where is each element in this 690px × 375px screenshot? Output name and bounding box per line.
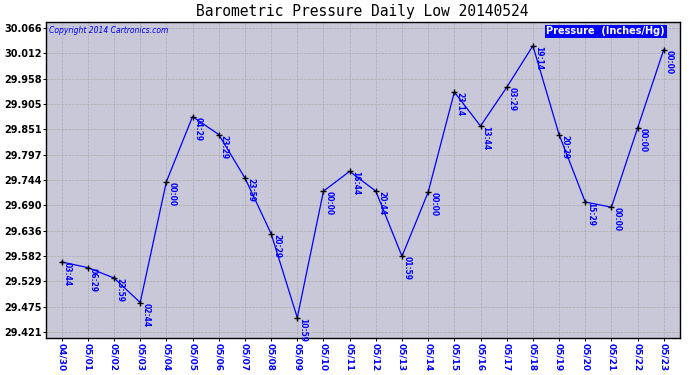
Text: 10:59: 10:59 (298, 318, 307, 342)
Text: 02:44: 02:44 (141, 303, 150, 327)
Text: 15:29: 15:29 (586, 202, 595, 226)
Text: 00:00: 00:00 (613, 207, 622, 231)
Text: 03:44: 03:44 (63, 262, 72, 286)
Text: 20:44: 20:44 (377, 191, 386, 215)
Text: 06:29: 06:29 (89, 268, 98, 292)
Text: 00:00: 00:00 (665, 50, 674, 74)
Text: 23:59: 23:59 (115, 278, 124, 302)
Text: 20:29: 20:29 (272, 234, 281, 258)
Text: 23:29: 23:29 (220, 135, 229, 159)
Text: 04:29: 04:29 (194, 117, 203, 141)
Title: Barometric Pressure Daily Low 20140524: Barometric Pressure Daily Low 20140524 (197, 4, 529, 19)
Text: 00:00: 00:00 (324, 191, 333, 215)
Text: 01:59: 01:59 (403, 256, 412, 280)
Text: 19:14: 19:14 (534, 46, 543, 70)
Text: 23:59: 23:59 (246, 178, 255, 202)
Text: Copyright 2014 Cartronics.com: Copyright 2014 Cartronics.com (49, 27, 168, 36)
Text: Pressure  (Inches/Hg): Pressure (Inches/Hg) (546, 27, 665, 36)
Text: 03:29: 03:29 (508, 87, 517, 111)
Text: 00:00: 00:00 (168, 182, 177, 206)
Text: 16:44: 16:44 (351, 171, 359, 195)
Text: 00:00: 00:00 (639, 128, 648, 152)
Text: 23:14: 23:14 (455, 92, 464, 116)
Text: 20:29: 20:29 (560, 135, 569, 159)
Text: 00:00: 00:00 (429, 192, 438, 216)
Text: 13:44: 13:44 (482, 126, 491, 150)
